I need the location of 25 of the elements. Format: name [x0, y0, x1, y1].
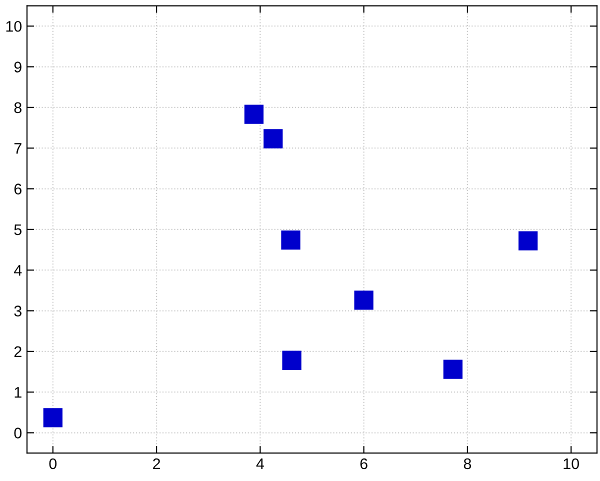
point: [244, 104, 264, 124]
x-tick-label: 0: [49, 458, 57, 470]
y-tick-label: 3: [14, 306, 22, 316]
x-tick-label: 2: [153, 458, 160, 470]
point: [443, 360, 463, 379]
y-tick-label: 2: [14, 346, 22, 357]
x-tick-label: 8: [464, 458, 472, 470]
x-tick-label: 6: [360, 458, 368, 470]
point: [281, 230, 300, 250]
point: [43, 408, 62, 428]
point: [354, 290, 374, 310]
x-tick-label: 10: [564, 458, 579, 470]
point: [282, 350, 302, 370]
y-tick-label: 4: [14, 265, 22, 276]
point: [518, 231, 538, 250]
y-tick-label: 7: [14, 143, 22, 154]
y-tick-label: 6: [14, 184, 22, 194]
y-tick-label: 8: [14, 102, 22, 114]
x-tick-label: 4: [256, 458, 264, 470]
y-tick-label: 0: [14, 428, 22, 438]
y-tick-label: 9: [14, 62, 22, 72]
y-tick-label: 1: [14, 387, 22, 398]
y-tick-label: 5: [14, 224, 22, 236]
y-tick-label: 10: [6, 20, 22, 32]
point: [264, 129, 283, 148]
